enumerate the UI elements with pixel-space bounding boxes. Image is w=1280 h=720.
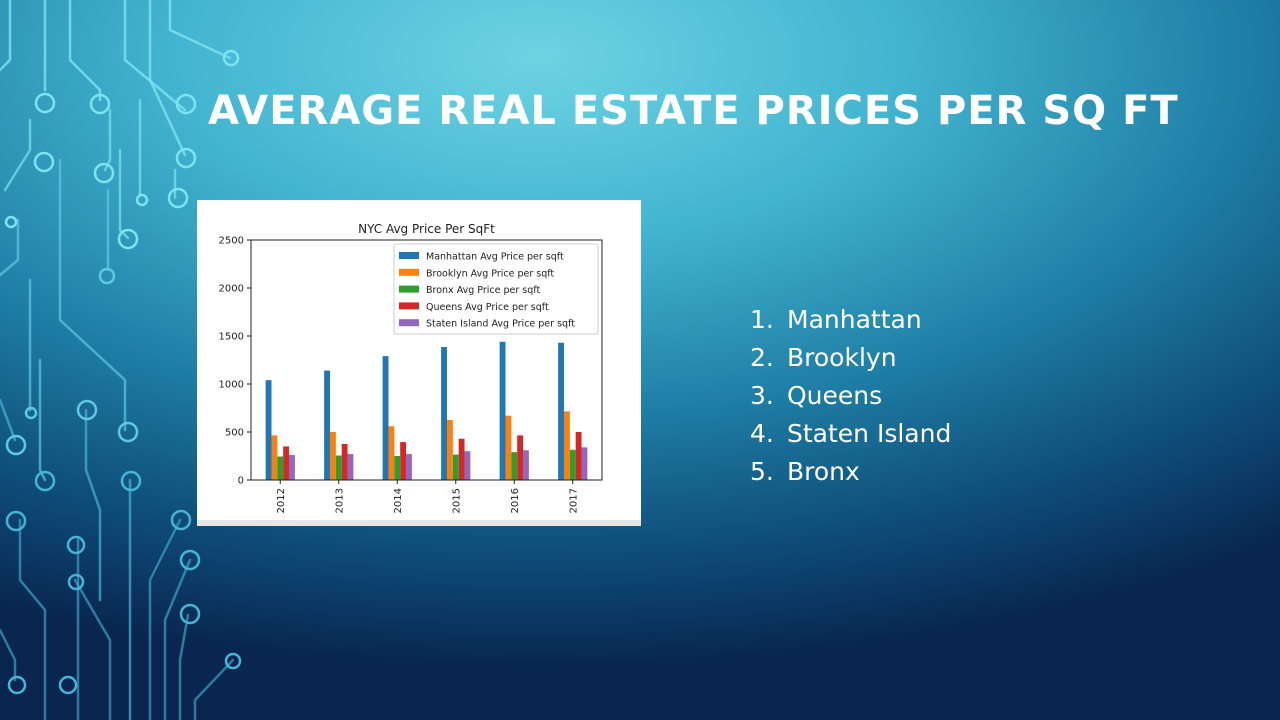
ranking-item: 5. Bronx (750, 453, 951, 491)
bar-manhattan-2015 (441, 347, 447, 480)
ranking-number: 4. (750, 419, 774, 448)
y-tick-label: 0 (238, 476, 244, 487)
bar-staten-2012 (289, 455, 295, 480)
legend-box (393, 243, 599, 335)
chart-image: NYC Avg Price Per SqFt 0 500 1000 1500 2000 25… (197, 200, 641, 526)
ranking-label: Queens (787, 381, 883, 410)
ranking-number: 5. (750, 457, 774, 486)
ranking-number: 1. (750, 305, 774, 334)
ranking-number: 2. (750, 343, 774, 372)
ranking-label: Bronx (787, 457, 860, 486)
bar-bronx-2012 (277, 456, 284, 480)
bar-manhattan-2012 (265, 380, 272, 480)
x-tick-label: 2013 (334, 488, 345, 513)
ranking-item: 4. Staten Island (750, 415, 951, 453)
bar-manhattan-2016 (499, 341, 506, 480)
bar-bronx-2017 (569, 449, 576, 480)
bar-brooklyn-2015 (446, 420, 453, 480)
legend-swatch (399, 319, 419, 327)
bar-manhattan-2013 (324, 370, 330, 480)
y-tick-label: 1500 (219, 332, 244, 343)
bar-staten-2014 (406, 454, 412, 480)
slide-title: AVERAGE REAL ESTATE PRICES PER SQ FT (208, 88, 1179, 134)
legend-swatch (399, 268, 419, 276)
bar-staten-2016 (523, 450, 529, 480)
x-tick-label: 2016 (510, 488, 521, 513)
x-tick-label: 2014 (393, 488, 404, 513)
y-tick-label: 1000 (219, 380, 244, 391)
legend-entry: Queens Avg Price per sqft (426, 302, 549, 313)
x-tick-label: 2015 (451, 488, 462, 513)
bar-queens-2014 (400, 442, 407, 480)
legend-swatch (399, 285, 419, 293)
legend-swatch (399, 252, 419, 259)
bar-bronx-2013 (335, 455, 342, 480)
x-tick-label: 2017 (568, 488, 579, 513)
bar-brooklyn-2013 (329, 432, 336, 480)
bar-brooklyn-2014 (388, 426, 395, 480)
bar-queens-2012 (283, 446, 290, 480)
bar-staten-2017 (581, 447, 588, 480)
bar-queens-2013 (341, 444, 348, 480)
legend-entry: Staten Island Avg Price per sqft (426, 319, 575, 330)
ranking-item: 3. Queens (750, 377, 951, 415)
bar-queens-2015 (458, 438, 465, 480)
legend-entry: Bronx Avg Price per sqft (426, 285, 540, 296)
legend-swatch (399, 302, 419, 310)
plot-area-frame (250, 239, 603, 481)
y-tick-label: 2500 (219, 236, 244, 247)
bar-manhattan-2017 (558, 342, 564, 480)
bar-brooklyn-2016 (505, 415, 512, 480)
bar-bronx-2015 (452, 454, 459, 480)
bar-staten-2015 (464, 451, 471, 480)
bar-brooklyn-2012 (271, 435, 278, 480)
chart-title: NYC Avg Price Per SqFt (358, 222, 495, 236)
x-tick-label: 2012 (276, 488, 287, 513)
ranking-number: 3. (750, 381, 774, 410)
ranking-label: Brooklyn (787, 343, 897, 372)
bar-manhattan-2014 (382, 356, 389, 480)
y-tick-label: 2000 (219, 284, 244, 295)
bar-queens-2016 (517, 435, 524, 480)
ranking-list: 1. Manhattan 2. Brooklyn 3. Queens 4. Staten… (750, 301, 951, 491)
ranking-label: Staten Island (787, 419, 952, 448)
circuit-board-decoration (0, 0, 242, 720)
legend-entry: Brooklyn Avg Price per sqft (426, 268, 554, 279)
bar-queens-2017 (575, 432, 582, 480)
bar-bronx-2014 (394, 456, 401, 480)
y-tick-label: 500 (225, 428, 244, 439)
bar-bronx-2016 (511, 452, 518, 480)
bar-staten-2013 (347, 454, 354, 480)
bar-chart: NYC Avg Price Per SqFt 0 500 1000 1500 2000 25… (219, 222, 603, 513)
ranking-item: 1. Manhattan (750, 301, 951, 339)
bar-brooklyn-2017 (563, 411, 570, 480)
ranking-item: 2. Brooklyn (750, 339, 951, 377)
ranking-label: Manhattan (787, 305, 922, 334)
chart-bottom-strip (197, 520, 641, 526)
legend-entry: Manhattan Avg Price per sqft (426, 252, 564, 263)
